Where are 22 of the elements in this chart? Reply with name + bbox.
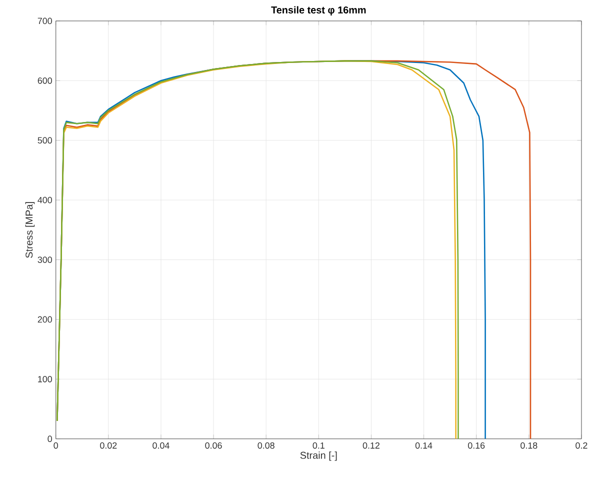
x-tick-label: 0.02 [100,442,117,449]
x-tick-label: 0.18 [520,442,538,449]
x-tick-label: 0.16 [468,442,485,449]
y-tick-label: 300 [38,256,52,264]
x-tick-label: 0 [54,442,58,449]
x-tick-label: 0.12 [362,442,380,449]
y-tick-label: 200 [38,316,52,323]
chart-title: Tensile test φ 16mm [271,6,366,16]
x-tick-label: 0.06 [205,442,222,449]
x-tick-label: 0.04 [152,442,170,449]
x-tick-label: 0.1 [312,442,324,449]
y-tick-label: 0 [48,436,52,442]
x-tick-label: 0.08 [258,442,274,449]
y-tick-label: 500 [38,137,52,144]
y-tick-label: 100 [38,376,52,382]
y-tick-label: 400 [38,196,52,204]
y-tick-label: 700 [38,18,52,24]
x-axis-title: Strain [-] [300,452,337,461]
x-tick-label: 0.2 [576,442,588,449]
y-axis-title: Stress [MPa] [25,202,35,258]
x-tick-label: 0.14 [415,442,432,449]
y-tick-label: 600 [38,78,52,84]
